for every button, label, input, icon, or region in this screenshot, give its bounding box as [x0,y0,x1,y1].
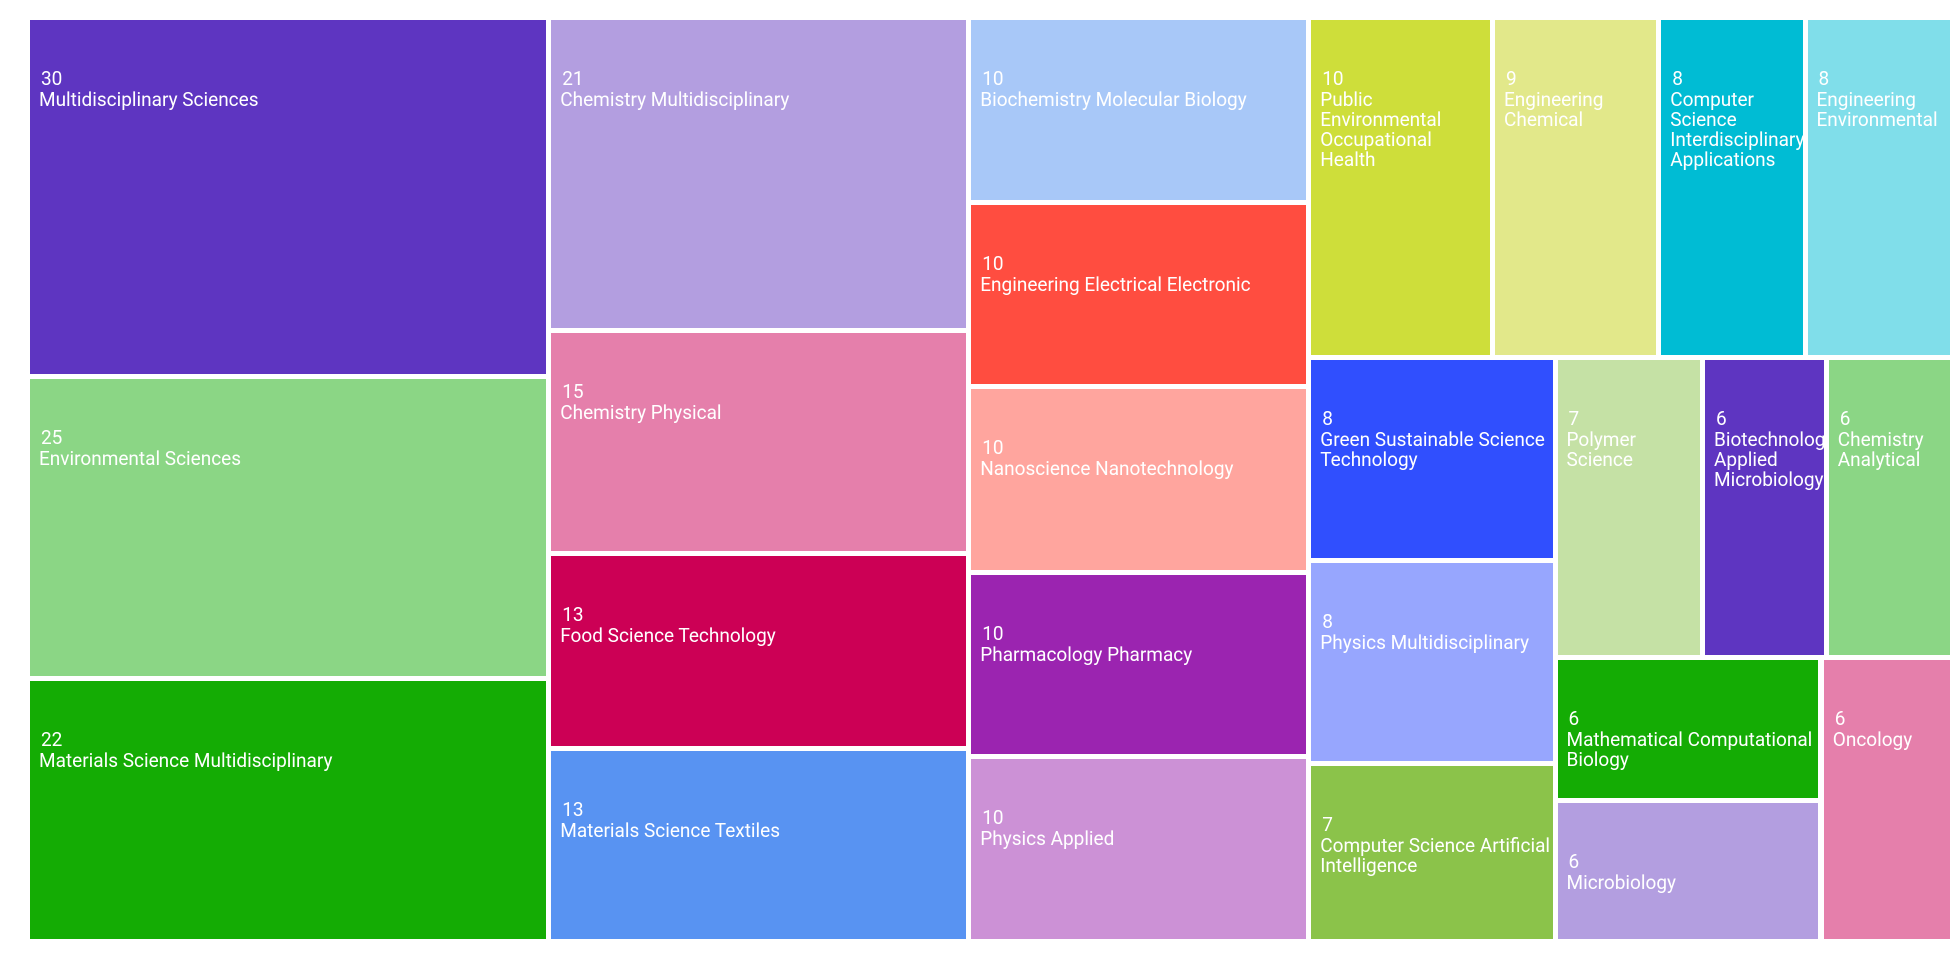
treemap-cell: 6 Chemistry Analytical [1828,360,1950,655]
category-label: Food Science Technology [560,624,776,648]
category-label: Engineering Electrical Electronic [980,273,1251,296]
category-label: Chemistry Physical [560,400,722,424]
category-label: Engineering Environmental [1816,88,1938,131]
treemap-cell: 8 Computer Science Interdisciplinary Appl… [1661,20,1803,355]
treemap-cell: 9 Engineering Chemical [1495,20,1657,355]
category-label: Mathematical Computational Biology [1566,728,1813,771]
value-label: 10 [982,622,1004,645]
treemap-cell: 15 Chemistry Physical [551,332,967,552]
treemap-cell: 6 Microbiology [1557,802,1818,939]
treemap-cell: 25 Environmental Sciences [30,378,547,677]
treemap-cell: 13 Materials Science Textiles [551,751,967,939]
value-label: 22 [41,728,63,752]
category-label: Materials Science Multidisciplinary [39,749,333,773]
value-label: 30 [41,67,63,90]
treemap-cell: 10 Public Environmental Occupational Heal… [1311,20,1490,355]
value-label: 6 [1568,707,1580,730]
value-label: 13 [562,798,584,822]
treemap-cell: 10 Nanoscience Nanotechnology [971,388,1307,570]
treemap-cell: 13 Food Science Technology [551,556,967,747]
category-label: Computer Science Interdisciplinary Appli… [1670,88,1803,171]
category-label: Chemistry Multidisciplinary [560,88,790,111]
category-label: Environmental Sciences [39,446,242,470]
category-label: Public Environmental Occupational Health [1320,88,1442,171]
value-label: 6 [1716,407,1727,430]
value-label: 8 [1818,67,1830,90]
category-label: Physics Multidisciplinary [1320,630,1530,654]
category-label: Pharmacology Pharmacy [980,643,1193,666]
category-label: Materials Science Textiles [560,819,781,843]
value-label: 6 [1834,707,1846,730]
value-label: 15 [562,379,584,403]
treemap-cell: 8 Physics Multidisciplinary [1311,562,1553,762]
value-label: 21 [562,67,584,90]
category-label: Nanoscience Nanotechnology [980,456,1234,480]
treemap-cell: 21 Chemistry Multidisciplinary [551,20,967,328]
treemap-cell: 8 Engineering Environmental [1807,20,1950,355]
treemap-cell: 6 Oncology [1823,660,1950,939]
value-label: 10 [1322,67,1344,90]
value-label: 10 [982,805,1004,829]
category-label: Chemistry Analytical [1837,428,1924,471]
treemap-cell: 7 Polymer Science [1557,360,1700,655]
treemap-cell: 10 Physics Applied [971,758,1307,939]
value-label: 8 [1322,609,1333,633]
category-label: Polymer Science [1566,428,1637,471]
value-label: 7 [1322,813,1333,837]
category-label: Biotechnology Applied Microbiology [1714,428,1824,491]
treemap-cell: 8 Green Sustainable Science Technology [1311,360,1553,558]
value-label: 6 [1568,849,1580,873]
category-label: Physics Applied [980,826,1115,850]
value-label: 25 [41,425,63,449]
treemap-cell: 7 Computer Science Artificial Intelligenc… [1311,766,1553,939]
treemap-cell: 30 Multidisciplinary Sciences [30,20,547,374]
value-label: 7 [1568,407,1580,430]
value-label: 8 [1672,67,1683,90]
value-label: 13 [562,603,584,627]
treemap-cell: 10 Engineering Electrical Electronic [971,205,1307,384]
category-label: Computer Science Artificial Intelligence [1320,834,1551,878]
treemap-cell: 6 Mathematical Computational Biology [1557,660,1818,798]
value-label: 10 [982,435,1004,459]
category-label: Green Sustainable Science Technology [1320,428,1545,471]
category-label: Oncology [1832,728,1913,751]
treemap-cell: 6 Biotechnology Applied Microbiology [1705,360,1824,655]
value-label: 9 [1506,67,1517,90]
treemap-cell: 10 Pharmacology Pharmacy [971,575,1307,754]
value-label: 8 [1322,407,1333,430]
value-label: 10 [982,67,1004,90]
treemap-cell: 22 Materials Science Multidisciplinary [30,681,547,939]
category-label: Biochemistry Molecular Biology [980,88,1247,111]
value-label: 10 [982,252,1004,275]
category-label: Microbiology [1566,870,1676,894]
treemap-cell: 10 Biochemistry Molecular Biology [971,20,1307,200]
category-label: Multidisciplinary Sciences [39,88,259,111]
value-label: 6 [1839,407,1851,430]
category-label: Engineering Chemical [1504,88,1604,131]
